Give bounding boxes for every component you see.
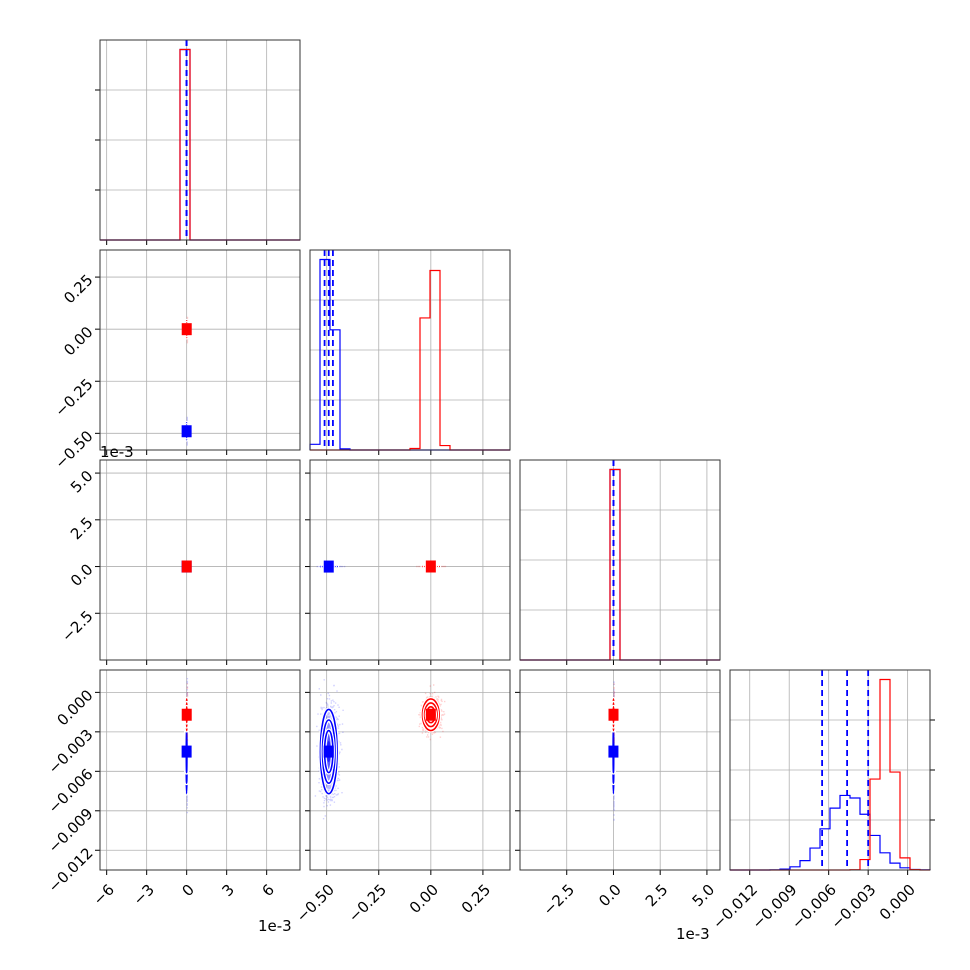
panel-3-2 xyxy=(515,670,720,875)
density-peak xyxy=(181,745,192,758)
panel-3-1 xyxy=(305,670,510,875)
y-tick-label: 2.5 xyxy=(67,514,97,544)
x-tick-label: 0.25 xyxy=(458,881,494,917)
x-tick-label: −6 xyxy=(90,881,118,909)
density-peak xyxy=(323,745,334,758)
x-tick-label: 3 xyxy=(219,881,238,900)
y-offset-label-param-3: 1e-3 xyxy=(100,443,134,461)
scatter-3-0 xyxy=(181,678,192,814)
y-tick-label: 5.0 xyxy=(67,467,97,497)
panel-border xyxy=(309,249,511,451)
panel-border xyxy=(99,249,301,451)
contour-line xyxy=(321,719,336,784)
x-offset-label-param-3: 1e-3 xyxy=(676,925,710,943)
x-tick-label: −0.003 xyxy=(827,881,879,933)
panel-border xyxy=(99,39,301,241)
panel-0-0 xyxy=(100,40,300,245)
x-tick-label: −2.5 xyxy=(540,881,578,919)
panel-1-0 xyxy=(95,250,300,455)
panel-2-0 xyxy=(95,460,300,665)
panel-3-0 xyxy=(95,670,300,875)
x-tick-label: 0.0 xyxy=(595,881,625,911)
y-tick-label: −2.5 xyxy=(58,607,96,645)
panel-2-1 xyxy=(305,460,510,665)
x-tick-label: 5.0 xyxy=(689,881,719,911)
x-tick-label: 0 xyxy=(179,881,198,900)
density-peak xyxy=(181,708,192,721)
density-peak xyxy=(181,425,192,438)
panel-background xyxy=(520,670,720,870)
panel-background xyxy=(100,670,300,870)
panel-border xyxy=(519,669,721,871)
x-tick-label: 6 xyxy=(259,881,278,900)
panel-border xyxy=(309,669,511,871)
y-tick-label: −0.50 xyxy=(51,427,96,472)
scatter-3-1 xyxy=(314,679,446,820)
density-peak xyxy=(323,560,334,573)
scatter-3-2 xyxy=(608,681,619,821)
x-offset-label-param-1: 1e-3 xyxy=(258,917,292,935)
panel-border xyxy=(99,459,301,661)
panel-background xyxy=(310,460,510,660)
x-tick-label: −0.50 xyxy=(293,881,338,926)
y-tick-label: −0.25 xyxy=(51,375,96,420)
y-tick-label: 0.0 xyxy=(67,560,97,590)
x-tick-label: −0.25 xyxy=(345,881,390,926)
contour-line xyxy=(319,708,338,795)
scatter-2-0 xyxy=(181,560,192,573)
panel-background xyxy=(310,670,510,870)
x-tick-label: −3 xyxy=(130,881,158,909)
panel-background xyxy=(100,250,300,450)
density-peak xyxy=(608,745,619,758)
panel-border xyxy=(729,669,931,871)
x-tick-label: 2.5 xyxy=(642,881,672,911)
x-tick-label: 0.00 xyxy=(406,881,442,917)
density-peak xyxy=(181,323,192,336)
density-peak xyxy=(425,708,436,721)
panel-border xyxy=(519,459,721,661)
panel-border xyxy=(99,669,301,871)
y-tick-label: 0.00 xyxy=(60,323,96,359)
x-tick-label: 0.000 xyxy=(876,881,919,924)
density-peak xyxy=(181,560,192,573)
y-tick-label: 0.25 xyxy=(60,271,96,307)
contour-line xyxy=(421,698,440,732)
y-tick-label: 0.000 xyxy=(53,686,96,729)
density-peak xyxy=(608,708,619,721)
y-tick-label: −0.003 xyxy=(45,726,97,778)
scatter-1-0 xyxy=(181,316,192,446)
contour-line xyxy=(423,702,438,728)
scatter-2-1 xyxy=(316,560,447,573)
panel-border xyxy=(309,459,511,661)
density-peak xyxy=(425,560,436,573)
panel-background xyxy=(100,460,300,660)
